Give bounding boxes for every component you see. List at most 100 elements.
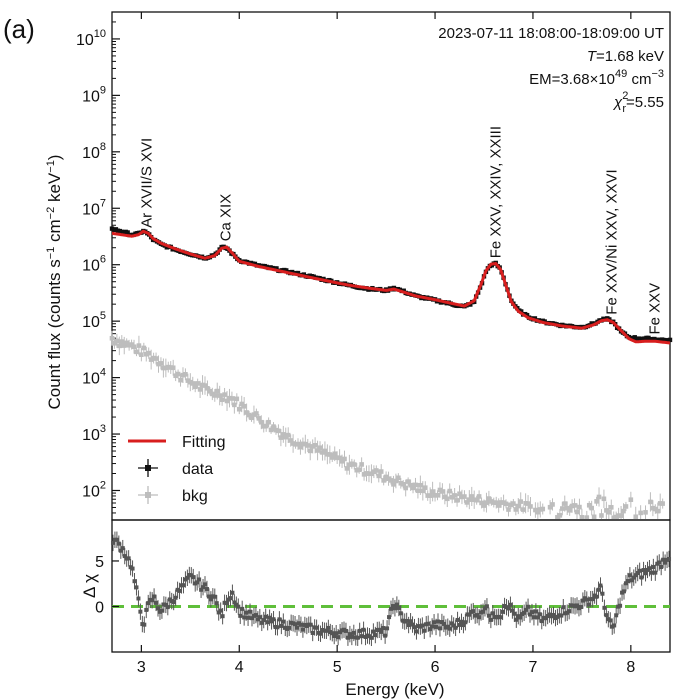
- residual-point: [351, 630, 356, 635]
- residual-point: [185, 575, 190, 580]
- bkg-point: [190, 381, 196, 386]
- bkg-point: [540, 506, 546, 512]
- residual-point: [529, 610, 534, 615]
- residual-point: [612, 623, 617, 628]
- bkg-point: [513, 507, 519, 512]
- bkg-point: [369, 471, 374, 477]
- residual-point: [490, 611, 495, 616]
- bkg-point: [601, 496, 607, 502]
- residual-point: [369, 635, 374, 640]
- residual-point: [528, 612, 533, 617]
- residual-point: [524, 607, 529, 612]
- bkg-point: [246, 412, 252, 418]
- residual-point: [481, 609, 486, 614]
- residual-point: [488, 617, 493, 622]
- residual-point: [623, 581, 628, 586]
- residual-x-ticks: 3 4 5 6 7 8: [137, 645, 635, 676]
- line-label: Ar XVII/S XVI: [138, 138, 155, 228]
- bkg-point: [183, 372, 188, 377]
- residual-point: [602, 605, 607, 610]
- bkg-point: [657, 501, 663, 506]
- residual-point: [326, 625, 331, 630]
- bkg-point: [185, 378, 191, 383]
- main-y-tick-label: 107: [82, 197, 106, 218]
- bkg-point: [650, 505, 656, 511]
- bkg-point: [337, 455, 342, 461]
- bkg-point: [310, 444, 315, 449]
- residual-point: [498, 615, 503, 620]
- residual-point: [398, 611, 403, 616]
- bkg-point: [219, 397, 225, 402]
- bkg-point: [447, 488, 453, 494]
- residual-point: [432, 620, 437, 625]
- bkg-point: [572, 503, 577, 508]
- bkg-point: [623, 504, 629, 509]
- residual-point: [163, 602, 168, 607]
- residual-point: [477, 615, 482, 620]
- residual-point: [567, 609, 572, 614]
- bkg-point: [224, 398, 230, 404]
- bkg-point: [398, 480, 404, 486]
- x-tick-label: 5: [333, 659, 342, 676]
- residual-point: [598, 583, 603, 588]
- bkg-point: [178, 377, 183, 383]
- bkg-point: [628, 497, 634, 502]
- bkg-series: [109, 330, 665, 520]
- residual-point: [347, 632, 352, 637]
- bkg-point: [648, 499, 653, 505]
- bkg-point: [520, 507, 526, 512]
- residual-point: [551, 613, 556, 618]
- bkg-point: [244, 410, 249, 415]
- bkg-point: [158, 361, 164, 366]
- bkg-point: [192, 384, 198, 390]
- bkg-point: [342, 456, 347, 462]
- main-y-tick-label: 103: [82, 423, 106, 444]
- residual-point: [526, 604, 531, 609]
- bkg-point: [293, 442, 298, 447]
- bkg-point: [266, 419, 271, 425]
- residual-point: [459, 619, 464, 624]
- bkg-point: [418, 482, 423, 488]
- residual-point: [659, 565, 664, 570]
- residual-point: [596, 587, 601, 592]
- bkg-point: [528, 504, 533, 509]
- residual-point: [343, 628, 348, 633]
- residual-point: [385, 626, 390, 631]
- residual-point: [277, 617, 282, 622]
- bkg-point: [374, 468, 379, 473]
- bkg-point: [567, 508, 572, 513]
- bkg-point: [550, 502, 555, 507]
- residual-point: [334, 631, 339, 636]
- bkg-point: [437, 487, 443, 493]
- bkg-point: [391, 482, 396, 487]
- bkg-point: [415, 488, 421, 494]
- residual-point: [134, 585, 139, 590]
- residual-point: [649, 570, 654, 575]
- residual-point: [318, 631, 323, 636]
- bkg-point: [616, 513, 621, 518]
- bkg-point: [508, 502, 514, 508]
- residual-point: [212, 594, 217, 599]
- bkg-point: [276, 428, 281, 434]
- residual-point: [653, 570, 658, 575]
- bkg-point: [141, 345, 147, 351]
- bkg-point: [444, 496, 450, 502]
- residual-point: [510, 608, 515, 613]
- bkg-point: [165, 364, 171, 370]
- bkg-point: [425, 493, 431, 498]
- bkg-point: [351, 462, 357, 467]
- main-y-tick-label: 109: [82, 84, 106, 105]
- data-point: [125, 230, 130, 235]
- residual-plot-frame: [111, 519, 671, 653]
- bkg-point: [574, 509, 580, 515]
- bkg-point: [591, 514, 597, 520]
- residual-point: [298, 622, 303, 627]
- bkg-point: [112, 341, 117, 346]
- bkg-point: [564, 505, 570, 511]
- bkg-point: [655, 508, 661, 514]
- line-label: Fe XXV/Ni XXV, XXVI: [603, 169, 620, 314]
- bkg-point: [146, 350, 152, 356]
- bkg-point: [432, 493, 438, 498]
- bkg-point: [263, 423, 269, 429]
- annotation-temperature: T=1.68 keV: [587, 48, 664, 65]
